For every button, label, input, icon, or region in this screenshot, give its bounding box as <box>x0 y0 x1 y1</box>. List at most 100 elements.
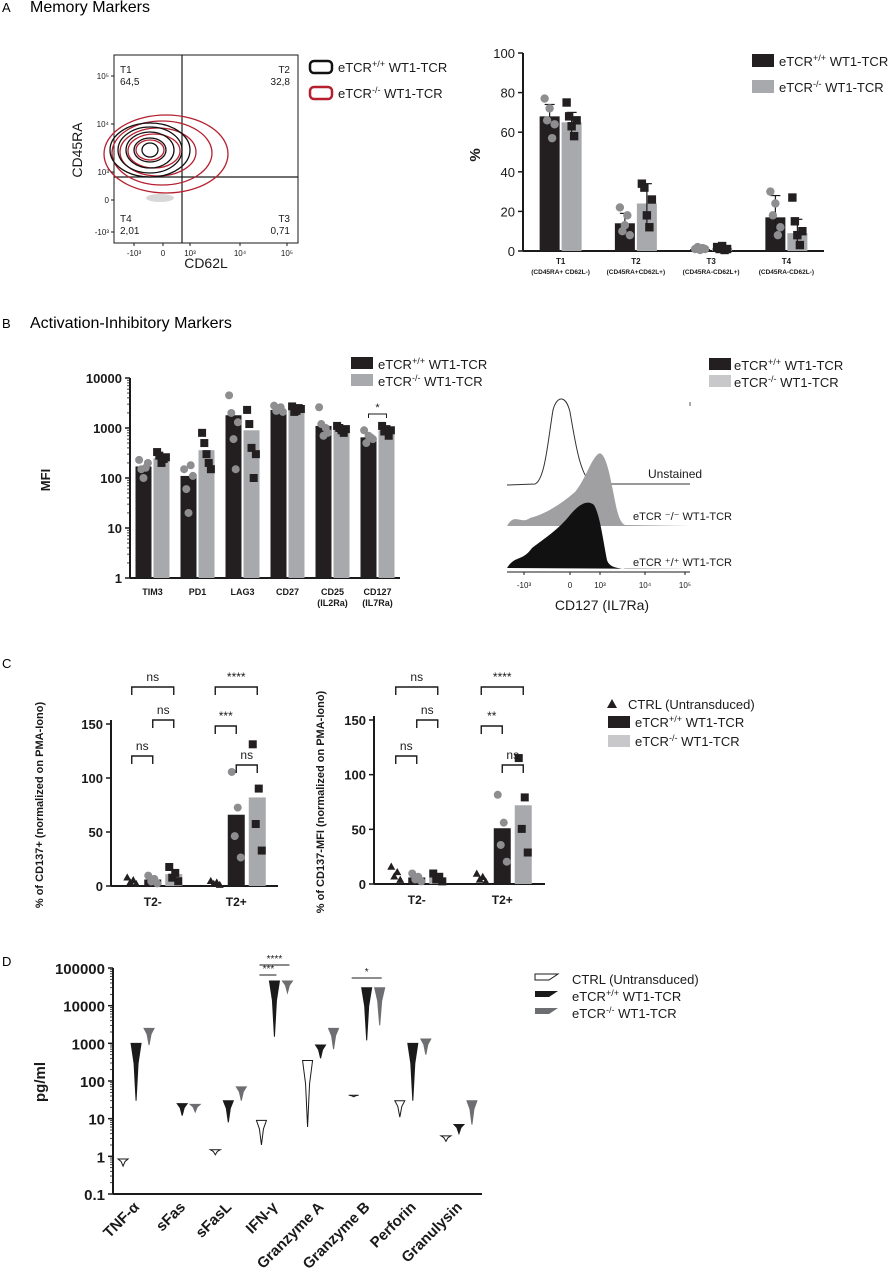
bbar-point <box>182 485 191 494</box>
bbar-y-tick-label: 1 <box>115 571 122 586</box>
abar-point <box>540 94 549 103</box>
contour-positive <box>141 142 159 158</box>
c-point <box>236 853 245 862</box>
c-point <box>129 876 138 884</box>
abar-y-tick-label: 80 <box>501 86 515 101</box>
c-point <box>520 793 529 802</box>
abar-legend-label-pos: eTCR+/+ WT1-TCR <box>779 53 888 69</box>
abar-bar <box>539 116 560 251</box>
bbar-category-label: CD27 <box>276 587 299 597</box>
c-sig-bracket <box>214 686 258 695</box>
c-y-tick-label: 0 <box>96 879 103 894</box>
d-violin <box>130 1042 142 1101</box>
abar-point <box>790 217 800 226</box>
panel-a-title: Memory Markers <box>30 0 150 16</box>
c-legend-swatch-pos <box>608 716 630 728</box>
hist-label-negative: eTCR ⁻/⁻ WT1-TCR <box>633 511 732 523</box>
c-point <box>387 862 396 870</box>
c-point <box>153 879 162 888</box>
c-sig-bracket-label: ns <box>146 670 159 684</box>
d-legend-label-pos: eTCR+/+ WT1-TCR <box>572 988 681 1004</box>
c-sig-bracket <box>480 686 524 695</box>
bbar-point <box>202 450 211 459</box>
c-sig-bracket-label: ns <box>136 739 149 753</box>
flow-y-axis-label: CD45RA <box>69 122 85 178</box>
d-violin <box>208 1149 223 1156</box>
abar-y-tick-label: 20 <box>501 204 515 219</box>
c-point <box>396 875 405 883</box>
flow-x-tick-label: 10⁵ <box>281 249 293 258</box>
d-violin <box>235 1086 248 1101</box>
c-sig-bracket <box>214 725 237 734</box>
c-y-tick-label: 150 <box>81 717 103 732</box>
flow-x-axis-label: CD62L <box>184 255 228 271</box>
abar-point <box>795 240 805 250</box>
abar-point <box>564 112 574 121</box>
c-legend-swatch-neg <box>608 735 630 747</box>
quadrant-T1-name: T1 <box>120 65 132 76</box>
abar-y-tick-label: 60 <box>501 125 515 140</box>
c-sig-bracket <box>501 764 524 773</box>
c-y-tick-label: 0 <box>359 877 366 892</box>
bbar-point <box>247 443 256 452</box>
d-legend-swatch-pos <box>535 991 558 997</box>
hist-x-tick-label: 10⁵ <box>679 581 691 590</box>
d-violin <box>419 1038 432 1055</box>
bbar-point <box>288 402 297 411</box>
abar-point <box>647 195 657 204</box>
abar-category-label: T2 <box>631 257 641 266</box>
quadrant-T4-value: 2,01 <box>120 226 140 237</box>
panel-b-title: Activation-Inhibitory Markers <box>30 315 232 332</box>
bbar-point <box>386 426 395 435</box>
bbar-point <box>229 435 238 444</box>
bbar-point <box>227 408 236 417</box>
c-point <box>257 846 266 855</box>
bbar-point <box>135 455 144 464</box>
d-legend-swatch-neg <box>535 1008 558 1014</box>
c-y-axis-label: % of CD137-MFI (normalized on PMA-Iono) <box>315 690 327 913</box>
d-violin <box>255 1119 268 1146</box>
bbar-point <box>233 418 242 427</box>
c-point <box>171 868 180 877</box>
flow-legend-label-pos: eTCR+/+ WT1-TCR <box>338 59 447 75</box>
bbar-point <box>243 405 252 414</box>
flow-y-tick-label: 10⁴ <box>97 120 110 129</box>
bbar-point <box>368 435 377 444</box>
bbar-point <box>161 453 170 462</box>
c-bar <box>248 797 266 886</box>
c-point <box>132 879 141 888</box>
abar-point <box>722 244 732 254</box>
bbar-point <box>360 426 369 435</box>
bbar-point <box>362 439 371 448</box>
c-sig-bracket <box>131 755 154 764</box>
bbar-point <box>186 461 195 470</box>
flow-legend-label-neg: eTCR-/- WT1-TCR <box>338 85 443 101</box>
c-point <box>472 869 481 877</box>
abar-point <box>776 223 785 232</box>
bbar-point <box>231 465 240 474</box>
abar-point <box>615 203 625 212</box>
c-point <box>514 754 523 763</box>
abar-category-label: T3 <box>706 257 716 266</box>
abar-legend-swatch-pos <box>752 54 774 67</box>
c-point <box>248 740 257 749</box>
d-sig-label: *** <box>263 964 275 975</box>
abar-point <box>545 104 554 113</box>
bbar-point <box>249 474 258 482</box>
d-y-tick-label: 1 <box>97 1149 105 1166</box>
bbar-point <box>251 450 260 459</box>
flow-legend-swatch-neg <box>308 85 334 101</box>
cd137-mfi-bar-chart: 0 50 100 150 % of CD137-MFI (normalized on P… <box>315 670 755 913</box>
bbar-category-label: CD127 <box>363 587 391 597</box>
abar-point <box>766 187 775 196</box>
c-point <box>496 840 505 849</box>
bbar-bar <box>360 437 377 578</box>
d-category-label: sFas <box>153 1199 189 1235</box>
c-sig-bracket <box>235 764 258 773</box>
c-point <box>523 848 532 857</box>
memory-bar-chart: 0 20 40 60 80 100% T1 (CD45RA+ CD62L-) T2 (CD45RA… <box>467 46 888 276</box>
d-violin <box>143 1027 155 1046</box>
bbar-point <box>378 421 387 430</box>
